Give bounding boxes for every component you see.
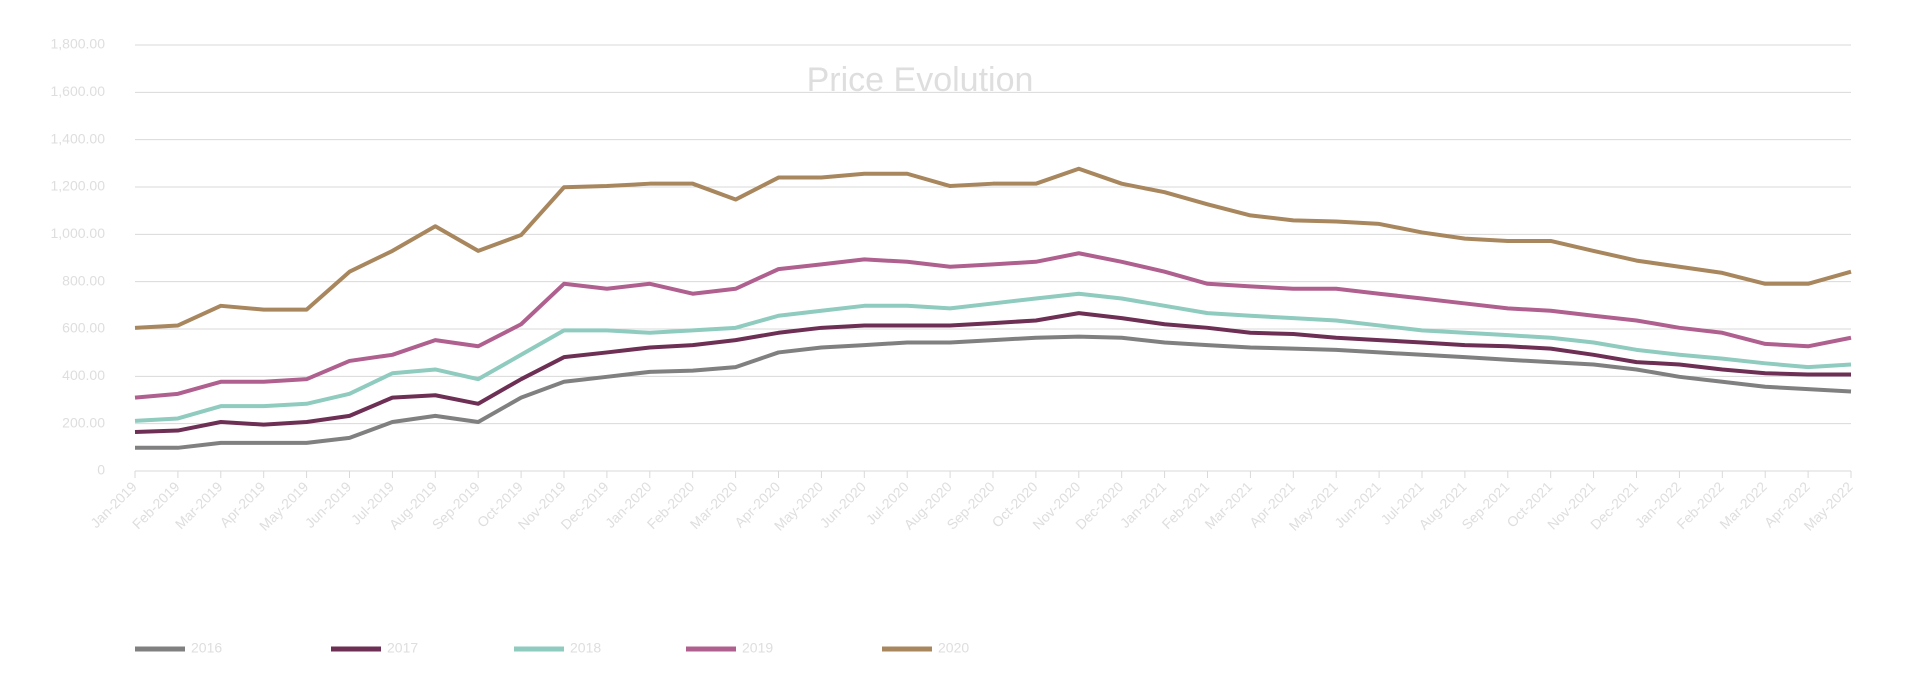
x-tick-label: Sep-2020	[943, 478, 997, 532]
x-tick-label: Jun-2019	[302, 478, 355, 531]
x-tick-label: Sep-2021	[1458, 478, 1512, 532]
y-tick-label: 400.00	[62, 367, 105, 383]
x-tick-label: Sep-2019	[429, 478, 483, 532]
y-tick-label: 1,000.00	[51, 225, 106, 241]
y-tick-label: 1,200.00	[51, 178, 106, 194]
y-tick-label: 1,400.00	[51, 130, 106, 146]
chart-title: Price Evolution	[807, 61, 1034, 99]
legend-label: 2018	[570, 640, 601, 656]
series-line	[135, 334, 1852, 450]
x-tick-label: Dec-2019	[557, 478, 611, 532]
series-line	[134, 291, 1852, 423]
y-tick-label: 600.00	[62, 320, 105, 336]
x-tick-label: Dec-2020	[1072, 478, 1126, 532]
legend-label: 2020	[938, 640, 969, 656]
x-tick-label: Jun-2020	[816, 478, 869, 531]
x-tick-label: Jun-2021	[1331, 478, 1384, 531]
y-tick-label: 1,800.00	[51, 36, 106, 52]
x-tick-label: Dec-2021	[1587, 478, 1641, 532]
series-line	[134, 251, 1852, 400]
y-tick-label: 800.00	[62, 272, 105, 288]
series-line	[134, 311, 1851, 434]
legend-label: 2016	[191, 640, 222, 656]
y-tick-label: 0	[97, 462, 105, 478]
series-line	[134, 166, 1852, 330]
x-tick-label: Mar-2020	[687, 478, 741, 532]
x-tick-label: Mar-2022	[1716, 478, 1770, 532]
legend-label: 2019	[742, 640, 773, 656]
y-tick-label: 200.00	[62, 414, 105, 430]
legend-label: 2017	[387, 640, 418, 656]
y-tick-label: 1,600.00	[51, 83, 106, 99]
x-tick-label: Mar-2019	[172, 478, 226, 532]
x-tick-label: Mar-2021	[1201, 478, 1255, 532]
